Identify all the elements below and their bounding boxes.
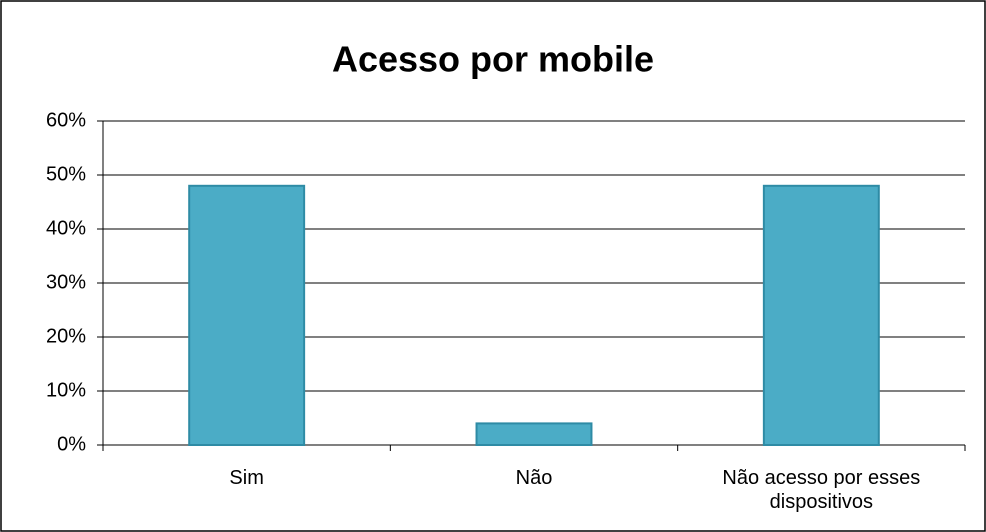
y-tick-label: 50% xyxy=(46,163,86,185)
y-tick-label: 20% xyxy=(46,325,86,347)
bar xyxy=(188,184,306,447)
y-tick-label: 0% xyxy=(57,433,86,455)
x-tick-label: Sim xyxy=(229,467,264,489)
chart-title: Acesso por mobile xyxy=(332,39,654,80)
x-tick-label: Não xyxy=(515,467,553,489)
x-tick-label: Não acesso por esses dispositivos xyxy=(722,467,921,513)
bar xyxy=(475,422,593,446)
y-tick-label: 30% xyxy=(46,271,86,293)
y-tick-label: 60% xyxy=(46,109,86,131)
bar xyxy=(762,184,880,447)
y-tick-label: 40% xyxy=(46,217,86,239)
y-tick-label: 10% xyxy=(46,379,86,401)
